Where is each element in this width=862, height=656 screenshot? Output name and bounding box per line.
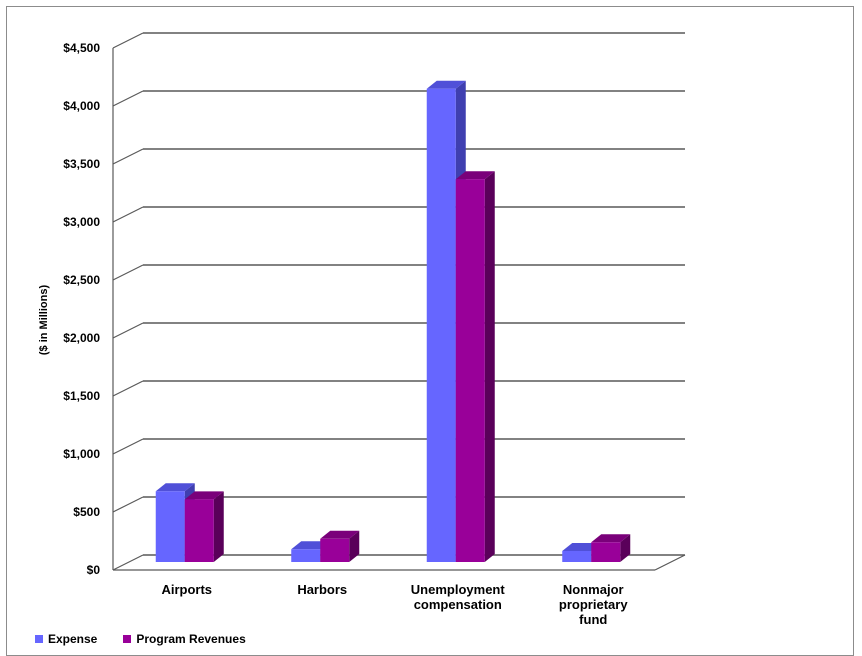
y-tick-labels: $0 $500 $1,000 $1,500 $2,000 $2,500 $3,000 $3,5… <box>63 41 100 577</box>
y-tick-label: $500 <box>73 505 100 519</box>
bar <box>184 491 224 562</box>
x-category-label: Nonmajor <box>563 582 624 597</box>
y-axis-title: ($ in Millions) <box>38 285 50 356</box>
bar <box>591 534 631 562</box>
legend: Expense Program Revenues <box>35 632 246 646</box>
bar <box>455 171 495 562</box>
legend-swatch-expense <box>35 635 43 643</box>
x-category-label: proprietary <box>559 597 628 612</box>
x-category-label: compensation <box>414 597 502 612</box>
x-category-label: Harbors <box>297 582 347 597</box>
legend-item-program-revenues: Program Revenues <box>123 632 246 646</box>
gridline <box>112 90 685 107</box>
legend-item-expense: Expense <box>35 632 97 646</box>
x-category-label: Unemployment <box>411 582 506 597</box>
y-tick-label: $2,000 <box>63 331 100 345</box>
bar-layer <box>155 80 631 562</box>
gridline <box>112 148 685 165</box>
gridline <box>112 438 685 455</box>
gridline <box>112 496 685 513</box>
y-tick-label: $2,500 <box>63 273 100 287</box>
x-category-label: fund <box>579 612 607 627</box>
grid-layer <box>112 32 686 571</box>
x-category-label: Airports <box>161 582 212 597</box>
gridline <box>112 264 685 281</box>
legend-label-program-revenues: Program Revenues <box>136 632 246 646</box>
y-tick-label: $4,000 <box>63 99 100 113</box>
legend-swatch-program-revenues <box>123 635 132 643</box>
gridline <box>112 206 685 223</box>
y-tick-label: $3,000 <box>63 215 100 229</box>
floor-side-edge <box>654 554 686 571</box>
y-tick-label: $4,500 <box>63 41 100 55</box>
gridline <box>112 32 685 49</box>
bar <box>320 530 360 562</box>
y-tick-label: $1,500 <box>63 389 100 403</box>
gridline <box>112 322 685 339</box>
gridline <box>112 380 685 397</box>
bar <box>155 483 195 562</box>
y-tick-label: $0 <box>87 563 101 577</box>
y-tick-label: $3,500 <box>63 157 100 171</box>
legend-label-expense: Expense <box>48 632 98 646</box>
y-tick-label: $1,000 <box>63 447 100 461</box>
